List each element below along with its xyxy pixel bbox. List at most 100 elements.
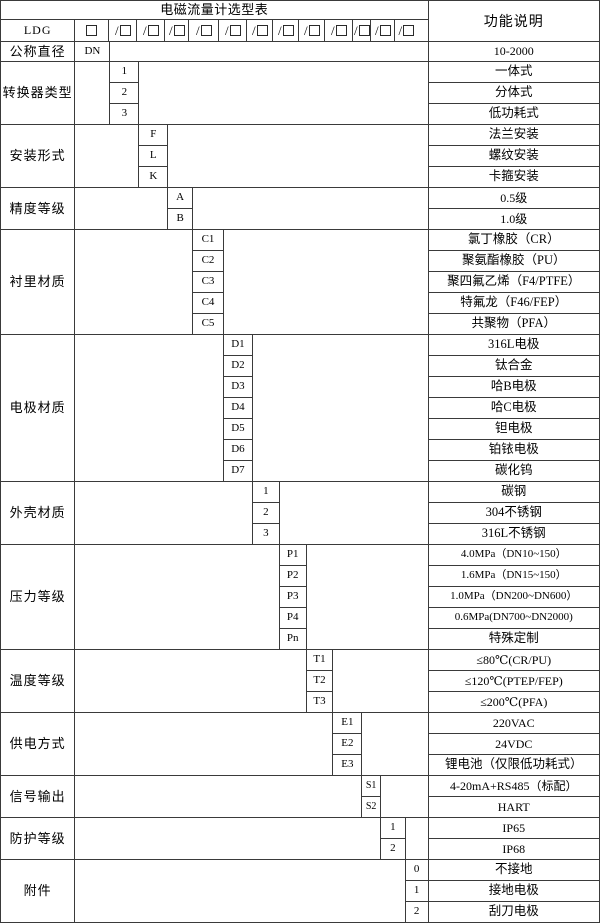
code-pressure-class-4[interactable]: P4 bbox=[278, 607, 307, 629]
desc-converter-type-3: 低功耗式 bbox=[427, 103, 600, 125]
spacer-nominal-diameter bbox=[109, 41, 429, 62]
desc-accessory-3: 刮刀电极 bbox=[427, 901, 600, 923]
code-housing-material-1[interactable]: 1 bbox=[251, 481, 280, 503]
desc-power-supply-3: 锂电池（仅限低功耗式） bbox=[427, 754, 600, 776]
desc-housing-material-2: 304不锈钢 bbox=[427, 502, 600, 524]
code-converter-type-3[interactable]: 3 bbox=[109, 103, 140, 125]
spacer-lining-left bbox=[74, 229, 194, 335]
model-slot-7[interactable]: / bbox=[273, 20, 300, 41]
checkbox-icon bbox=[256, 25, 268, 36]
slash-icon: / bbox=[375, 22, 379, 38]
code-accessory-2[interactable]: 1 bbox=[404, 880, 429, 902]
code-protection-class-1[interactable]: 1 bbox=[379, 817, 406, 839]
code-lining-material-2[interactable]: C2 bbox=[192, 250, 224, 272]
desc-pressure-class-4: 0.6MPa(DN700~DN2000) bbox=[427, 607, 600, 629]
slash-icon: / bbox=[331, 22, 335, 38]
code-lining-material-5[interactable]: C5 bbox=[192, 313, 224, 335]
code-lining-material-3[interactable]: C3 bbox=[192, 271, 224, 293]
desc-pressure-class-3: 1.0MPa（DN200~DN600） bbox=[427, 586, 600, 608]
code-electrode-material-4[interactable]: D4 bbox=[223, 397, 253, 419]
spacer-pressure-left bbox=[74, 544, 280, 650]
checkbox-icon bbox=[147, 25, 159, 36]
code-housing-material-3[interactable]: 3 bbox=[251, 523, 280, 545]
desc-electrode-material-5: 钽电极 bbox=[427, 418, 600, 440]
group-label-accuracy-class: 精度等级 bbox=[0, 187, 76, 230]
model-slot-8[interactable]: / bbox=[299, 20, 326, 41]
code-housing-material-2[interactable]: 2 bbox=[251, 502, 280, 524]
slash-icon: / bbox=[115, 22, 119, 38]
code-signal-output-2[interactable]: S2 bbox=[361, 796, 381, 818]
code-accessory-3[interactable]: 2 bbox=[404, 901, 429, 923]
code-mounting-type-2[interactable]: L bbox=[138, 145, 169, 167]
model-slot-strip: / / / / / / / / / / / / bbox=[74, 19, 429, 42]
code-nominal-diameter[interactable]: DN bbox=[74, 41, 111, 62]
group-label-accessory: 附件 bbox=[0, 859, 76, 923]
group-label-pressure-class: 压力等级 bbox=[0, 544, 76, 650]
code-mounting-type-1[interactable]: F bbox=[138, 124, 169, 146]
code-accuracy-class-2[interactable]: B bbox=[167, 208, 194, 230]
group-label-temperature-class: 温度等级 bbox=[0, 649, 76, 713]
spacer-accessory-left bbox=[74, 859, 406, 923]
code-converter-type-1[interactable]: 1 bbox=[109, 61, 140, 83]
desc-lining-material-1: 氯丁橡胶（CR） bbox=[427, 229, 600, 251]
spacer-accuracy-right bbox=[192, 187, 429, 230]
group-label-mounting-type: 安装形式 bbox=[0, 124, 76, 188]
code-converter-type-2[interactable]: 2 bbox=[109, 82, 140, 104]
code-electrode-material-6[interactable]: D6 bbox=[223, 439, 253, 461]
spacer-electrode-left bbox=[74, 334, 224, 482]
slot-container: / / / / / / / / / / / / bbox=[76, 20, 427, 41]
desc-converter-type-2: 分体式 bbox=[427, 82, 600, 104]
code-pressure-class-5[interactable]: Pn bbox=[278, 628, 307, 650]
code-electrode-material-2[interactable]: D2 bbox=[223, 355, 253, 377]
spacer-power-left bbox=[74, 712, 334, 776]
group-label-power-supply: 供电方式 bbox=[0, 712, 76, 776]
code-power-supply-3[interactable]: E3 bbox=[332, 754, 363, 776]
code-electrode-material-1[interactable]: D1 bbox=[223, 334, 253, 356]
slash-icon: / bbox=[398, 22, 403, 38]
model-slot-4[interactable]: / bbox=[189, 20, 220, 41]
desc-lining-material-3: 聚四氟乙烯（F4/PTFE） bbox=[427, 271, 600, 293]
code-pressure-class-3[interactable]: P3 bbox=[278, 586, 307, 608]
code-temperature-class-3[interactable]: T3 bbox=[305, 691, 334, 713]
checkbox-icon bbox=[335, 25, 347, 36]
code-accessory-1[interactable]: 0 bbox=[404, 859, 429, 881]
desc-lining-material-4: 特氟龙（F46/FEP） bbox=[427, 292, 600, 314]
model-slot-9[interactable]: / bbox=[325, 20, 354, 41]
model-slot-6[interactable]: / bbox=[247, 20, 274, 41]
code-electrode-material-7[interactable]: D7 bbox=[223, 460, 253, 482]
model-slot-2[interactable]: / bbox=[137, 20, 166, 41]
model-slot-5[interactable]: / bbox=[219, 20, 248, 41]
checkbox-icon bbox=[282, 25, 294, 36]
code-temperature-class-2[interactable]: T2 bbox=[305, 670, 334, 692]
checkbox-icon bbox=[308, 25, 320, 36]
code-accuracy-class-1[interactable]: A bbox=[167, 187, 194, 209]
desc-pressure-class-1: 4.0MPa（DN10~150） bbox=[427, 544, 600, 566]
code-pressure-class-2[interactable]: P2 bbox=[278, 565, 307, 587]
model-slot-11[interactable]: / bbox=[371, 20, 396, 41]
spacer-temperature-right bbox=[332, 649, 429, 713]
code-lining-material-1[interactable]: C1 bbox=[192, 229, 224, 251]
code-protection-class-2[interactable]: 2 bbox=[379, 838, 406, 860]
model-slot-0[interactable] bbox=[76, 20, 110, 41]
slash-icon: / bbox=[143, 22, 147, 38]
code-electrode-material-5[interactable]: D5 bbox=[223, 418, 253, 440]
model-slot-3[interactable]: / bbox=[165, 20, 190, 41]
group-label-protection-class: 防护等级 bbox=[0, 817, 76, 860]
code-electrode-material-3[interactable]: D3 bbox=[223, 376, 253, 398]
code-lining-material-4[interactable]: C4 bbox=[192, 292, 224, 314]
code-signal-output-1[interactable]: S1 bbox=[361, 775, 381, 797]
model-slot-1[interactable]: / bbox=[109, 20, 138, 41]
model-slot-10[interactable]: / bbox=[353, 20, 372, 41]
model-slot-12[interactable]: / bbox=[395, 21, 417, 41]
code-mounting-type-3[interactable]: K bbox=[138, 166, 169, 188]
desc-accessory-2: 接地电极 bbox=[427, 880, 600, 902]
desc-electrode-material-4: 哈C电极 bbox=[427, 397, 600, 419]
checkbox-icon bbox=[119, 25, 131, 36]
code-pressure-class-1[interactable]: P1 bbox=[278, 544, 307, 566]
desc-housing-material-3: 316L不锈钢 bbox=[427, 523, 600, 545]
model-prefix: LDG bbox=[0, 19, 76, 42]
desc-temperature-class-3: ≤200℃(PFA) bbox=[427, 691, 600, 713]
slash-icon: / bbox=[225, 22, 229, 38]
code-power-supply-2[interactable]: E2 bbox=[332, 733, 363, 755]
code-temperature-class-1[interactable]: T1 bbox=[305, 649, 334, 671]
